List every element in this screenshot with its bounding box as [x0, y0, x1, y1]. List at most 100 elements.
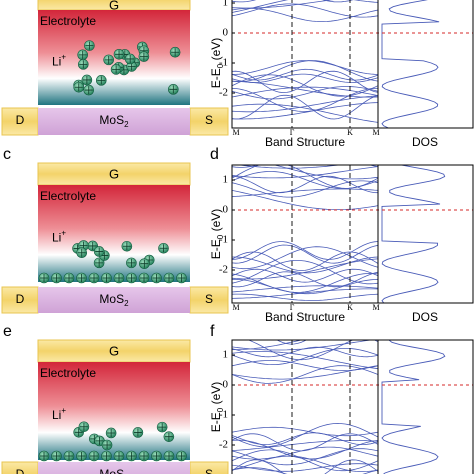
ion-cross: [140, 274, 148, 282]
band: [232, 422, 379, 448]
ion-cross: [97, 76, 106, 85]
k-point: M: [372, 303, 379, 312]
panel-label: d: [210, 146, 219, 163]
drain-label: D: [16, 292, 25, 306]
band: [232, 260, 379, 285]
dos-frame: [377, 339, 474, 474]
ion-cross: [115, 50, 124, 59]
channel-label: MoS2: [99, 292, 129, 308]
band: [232, 278, 379, 295]
y-tick-label: 1: [223, 174, 229, 186]
ion-cross: [85, 41, 94, 50]
band: [247, 340, 354, 361]
electrolyte: [38, 185, 190, 282]
ion-cross: [169, 85, 178, 94]
ion-cross: [140, 452, 148, 460]
gate-label: G: [109, 0, 119, 12]
ion-cross: [77, 452, 86, 460]
ion-cross: [112, 65, 121, 74]
k-point: Γ: [290, 128, 295, 137]
band: [232, 467, 379, 474]
band: [232, 288, 379, 299]
band: [232, 0, 334, 9]
ion-cross: [95, 247, 104, 256]
band: [232, 351, 379, 370]
channel-sub: 2: [124, 120, 129, 129]
band: [232, 95, 379, 113]
y-tick-label: -1: [219, 409, 228, 421]
panel-label: c: [3, 146, 11, 163]
ion-cross: [115, 274, 123, 282]
ion-cross: [79, 60, 88, 69]
k-point: M: [232, 303, 239, 312]
band: [232, 432, 379, 446]
ion-cross: [52, 452, 61, 460]
ion-cross: [133, 428, 142, 437]
ion-cross: [79, 422, 88, 431]
ion-cross: [165, 452, 173, 460]
ion-cross: [171, 48, 180, 57]
band: [232, 268, 379, 283]
ion-charge: +: [61, 228, 66, 237]
ion-name: Li: [52, 408, 61, 422]
y-tick-label: -2: [219, 264, 228, 276]
band: [232, 251, 379, 272]
band: [273, 165, 379, 180]
band: [232, 459, 379, 474]
channel-label: MoS2: [99, 113, 129, 129]
ion-cross: [140, 259, 149, 268]
band: [232, 87, 379, 112]
y-tick-label: 0: [223, 204, 229, 216]
source-label: S: [205, 292, 213, 306]
band: [232, 272, 379, 293]
electrolyte-label: Electrolyte: [40, 189, 96, 203]
band: [232, 258, 379, 280]
ion-cross: [84, 86, 93, 95]
y-label-main: E-E: [209, 68, 223, 88]
drain-label: D: [16, 467, 25, 474]
band-frame: [231, 339, 379, 474]
y-tick-label: 1: [223, 0, 229, 9]
ion-cross: [177, 452, 186, 460]
dos-label: DOS: [412, 310, 438, 324]
band-plot: [232, 165, 446, 303]
band: [232, 102, 379, 120]
source: [189, 286, 229, 314]
ion-cross: [107, 428, 116, 437]
ion-cross: [127, 258, 136, 267]
band: [232, 455, 379, 472]
band: [232, 241, 379, 260]
ion-cross: [115, 452, 123, 460]
band: [232, 426, 379, 437]
band: [232, 103, 379, 123]
ion-cross: [90, 274, 98, 282]
y-label-sub: 0: [216, 63, 225, 68]
ion-cross: [122, 242, 131, 251]
channel: [38, 108, 190, 135]
band: [232, 165, 379, 168]
band: [232, 449, 379, 472]
channel-name: MoS: [99, 113, 124, 127]
band: [232, 285, 379, 293]
ion-name: Li: [52, 231, 61, 245]
band: [232, 448, 379, 466]
dos-label: DOS: [412, 135, 438, 149]
k-point: Γ: [290, 303, 295, 312]
ion-cross: [74, 428, 83, 437]
y-axis-label: E-E0 (eV): [209, 209, 225, 259]
band: [232, 74, 379, 97]
band: [232, 256, 379, 274]
drain: [1, 107, 39, 136]
y-label-sub: 0: [216, 407, 225, 412]
ion-cross: [177, 274, 186, 282]
band: [236, 165, 343, 169]
band: [232, 348, 379, 365]
ion-cross: [95, 436, 104, 445]
panel-label: e: [3, 323, 12, 340]
band: [232, 86, 379, 98]
source: [189, 107, 229, 136]
ion-cross: [95, 258, 104, 267]
band: [276, 340, 379, 345]
band: [232, 60, 379, 75]
